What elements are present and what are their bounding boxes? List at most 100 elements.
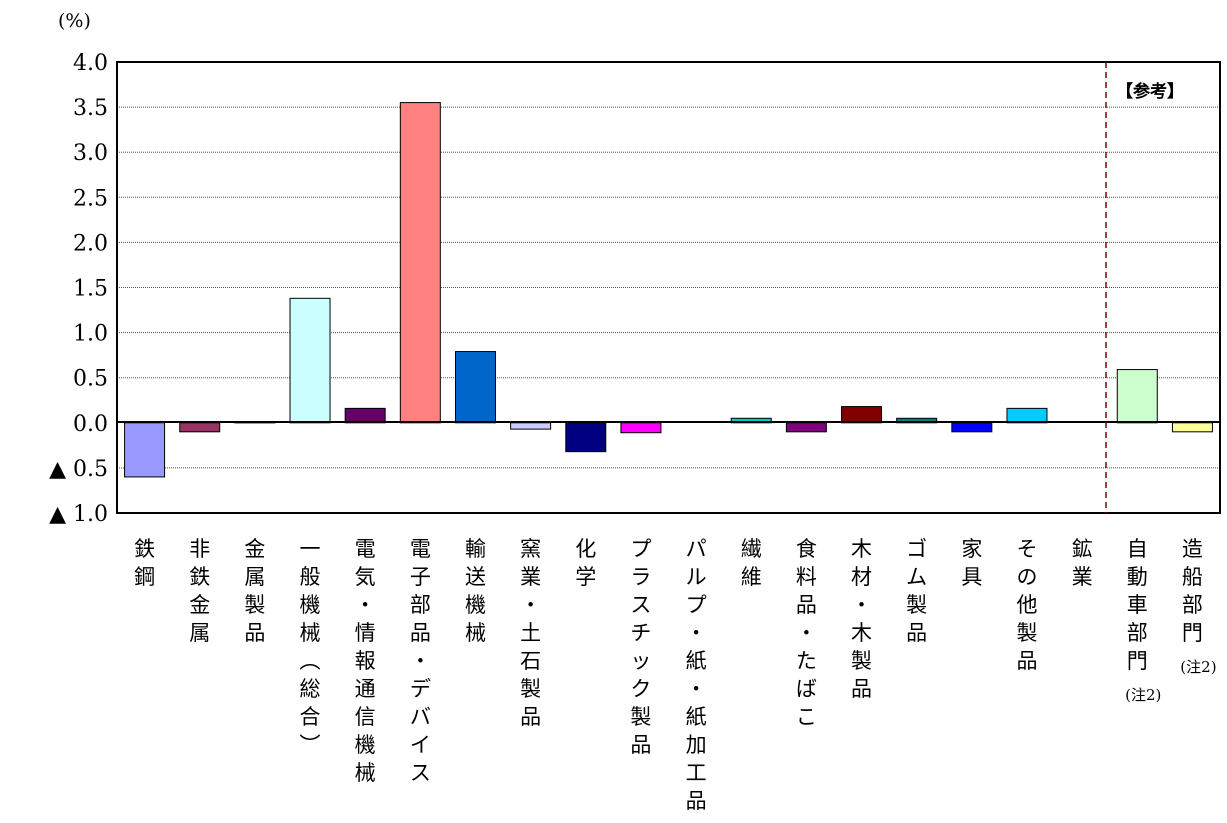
category-label-char: 食: [796, 537, 817, 561]
category-label-char: 工: [686, 761, 707, 785]
category-label-char: ラ: [630, 565, 651, 589]
category-note: (注2): [1125, 686, 1161, 704]
gridlines: [117, 106, 1220, 469]
category-label-char: 車: [1127, 593, 1148, 617]
category-label-char: 門: [1127, 649, 1148, 673]
category-label-char: 部: [410, 593, 431, 617]
category-label-char: 品: [520, 705, 541, 729]
category-label-char: 般: [300, 565, 321, 589]
y-tick-label: 3.5: [73, 96, 108, 121]
category-label-char: 門: [1182, 621, 1203, 645]
category-label-char: 機: [300, 593, 321, 617]
category-label-char: 電: [355, 537, 376, 561]
category-label-char: ・: [355, 593, 376, 617]
y-axis-unit-label: (%): [58, 10, 91, 32]
category-label-char: 送: [465, 565, 486, 589]
category-label-char: 部: [1182, 593, 1203, 617]
category-label-char: ク: [630, 677, 651, 701]
category-label-char: 家: [961, 537, 982, 561]
bar: [1171, 422, 1213, 433]
category-label-char: 品: [851, 677, 872, 701]
category-label-char: ッ: [630, 649, 651, 673]
y-tick-label: ▲ 1.0: [49, 502, 108, 527]
category-label-char: 鉄: [189, 565, 210, 589]
y-tick-label: 1.5: [73, 277, 108, 302]
category-label-char: 機: [465, 593, 486, 617]
y-axis-ticks: 4.0 3.5 3.0 2.5 2.0 1.5 1.0 0.5 0.0 ▲ 0.5 ▲ 1.0: [49, 51, 108, 527]
category-label-char: 業: [1072, 565, 1093, 589]
category-label-char: ば: [796, 677, 817, 701]
category-label-char: 非: [189, 537, 210, 561]
category-label-char: 輸: [465, 537, 486, 561]
category-label-char: 業: [520, 565, 541, 589]
category-label-char: 紙: [686, 649, 707, 673]
category-label-char: ス: [630, 593, 651, 617]
category-label-char: 品: [686, 789, 707, 813]
category-label-char: 紙: [686, 705, 707, 729]
category-label-char: 加: [686, 733, 707, 757]
category-label-char: 化: [575, 537, 596, 561]
y-tick-label: 2.0: [73, 231, 108, 256]
category-label-char: 製: [244, 593, 265, 617]
category-label-char: 木: [851, 621, 872, 645]
category-label-char: ・: [410, 649, 431, 673]
category-label-char: 料: [796, 565, 817, 589]
category-label-char: 木: [851, 537, 872, 561]
category-label-char: 学: [575, 565, 596, 589]
y-tick-label: 2.5: [73, 186, 108, 211]
category-label-char: ム: [906, 565, 927, 589]
category-label-char: 部: [1127, 621, 1148, 645]
category-label-char: 報: [355, 649, 376, 673]
bar: [785, 422, 827, 433]
bar: [510, 422, 552, 430]
category-label-char: 品: [630, 733, 651, 757]
category-label-char: ス: [410, 761, 431, 785]
category-label-char: 鉱: [1072, 537, 1093, 561]
category-label-char: 鉄: [134, 537, 155, 561]
category-label-char: 繊: [741, 537, 762, 561]
reference-label: 【参考】: [1116, 81, 1184, 102]
bar: [179, 422, 221, 433]
category-label-char: ・: [686, 621, 707, 645]
category-label-char: 品: [1016, 649, 1037, 673]
category-label-char: プ: [686, 593, 707, 617]
category-label-char: 製: [630, 705, 651, 729]
category-labels: 鉄鋼非鉄金属金属製品一般機械︵総合︶電気・情報通信機械電子部品・デバイス輸送機械…: [134, 537, 1216, 813]
category-label-char: 製: [906, 593, 927, 617]
category-label-char: 製: [851, 649, 872, 673]
category-label-char: 船: [1182, 565, 1203, 589]
category-label-char: ル: [686, 565, 707, 589]
category-label-char: 気: [355, 565, 376, 589]
category-label-char: 属: [189, 621, 210, 645]
plot-area-frame: [116, 61, 1221, 514]
category-label-char: イ: [410, 733, 431, 757]
category-label-char: 械: [300, 621, 321, 645]
category-label-char: 一: [300, 537, 321, 561]
category-label-char: 総: [300, 677, 321, 701]
category-label-char: 材: [851, 565, 872, 589]
category-label-char: ・: [796, 621, 817, 645]
category-label-char: ︶: [300, 733, 321, 757]
category-label-char: 情: [355, 621, 376, 645]
category-label-char: ゴ: [906, 537, 927, 561]
category-label-char: た: [796, 649, 817, 673]
category-label-char: 造: [1182, 537, 1203, 561]
category-label-char: プ: [630, 537, 651, 561]
bar: [399, 102, 441, 424]
y-tick-label: ▲ 0.5: [49, 457, 108, 482]
category-label-char: 品: [796, 593, 817, 617]
category-label-char: バ: [410, 705, 431, 729]
bar: [565, 422, 607, 453]
category-label-char: 動: [1127, 565, 1148, 589]
y-tick-label: 4.0: [73, 51, 108, 76]
category-label-char: 具: [961, 565, 982, 589]
category-label-char: 維: [741, 565, 762, 589]
category-label-char: ・: [520, 593, 541, 617]
bar: [289, 297, 331, 424]
bar: [454, 351, 496, 424]
category-label-char: チ: [630, 621, 651, 645]
category-label-char: 電: [410, 537, 431, 561]
category-label-char: 信: [355, 705, 376, 729]
category-label-char: の: [1016, 565, 1037, 589]
